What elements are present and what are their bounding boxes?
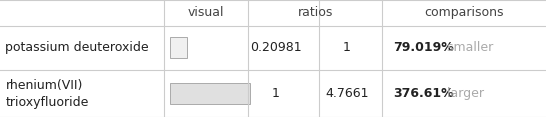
Text: potassium deuteroxide: potassium deuteroxide <box>5 41 149 55</box>
Text: 376.61%: 376.61% <box>393 87 454 100</box>
Text: smaller: smaller <box>443 41 493 55</box>
Text: 1: 1 <box>343 41 351 55</box>
Text: visual: visual <box>188 6 224 19</box>
Bar <box>170 83 250 104</box>
Text: comparisons: comparisons <box>424 6 504 19</box>
Text: ratios: ratios <box>298 6 333 19</box>
Text: 0.20981: 0.20981 <box>250 41 301 55</box>
Text: 4.7661: 4.7661 <box>325 87 369 100</box>
Text: larger: larger <box>443 87 484 100</box>
Text: 1: 1 <box>272 87 280 100</box>
Text: rhenium(VII)
trioxyfluoride: rhenium(VII) trioxyfluoride <box>5 79 89 109</box>
Bar <box>170 37 187 58</box>
Text: 79.019%: 79.019% <box>393 41 454 55</box>
